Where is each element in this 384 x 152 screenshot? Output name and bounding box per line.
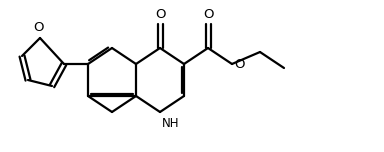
Text: O: O <box>155 8 165 21</box>
Text: O: O <box>234 57 245 71</box>
Text: O: O <box>203 8 213 21</box>
Text: NH: NH <box>162 117 179 130</box>
Text: O: O <box>33 21 43 34</box>
